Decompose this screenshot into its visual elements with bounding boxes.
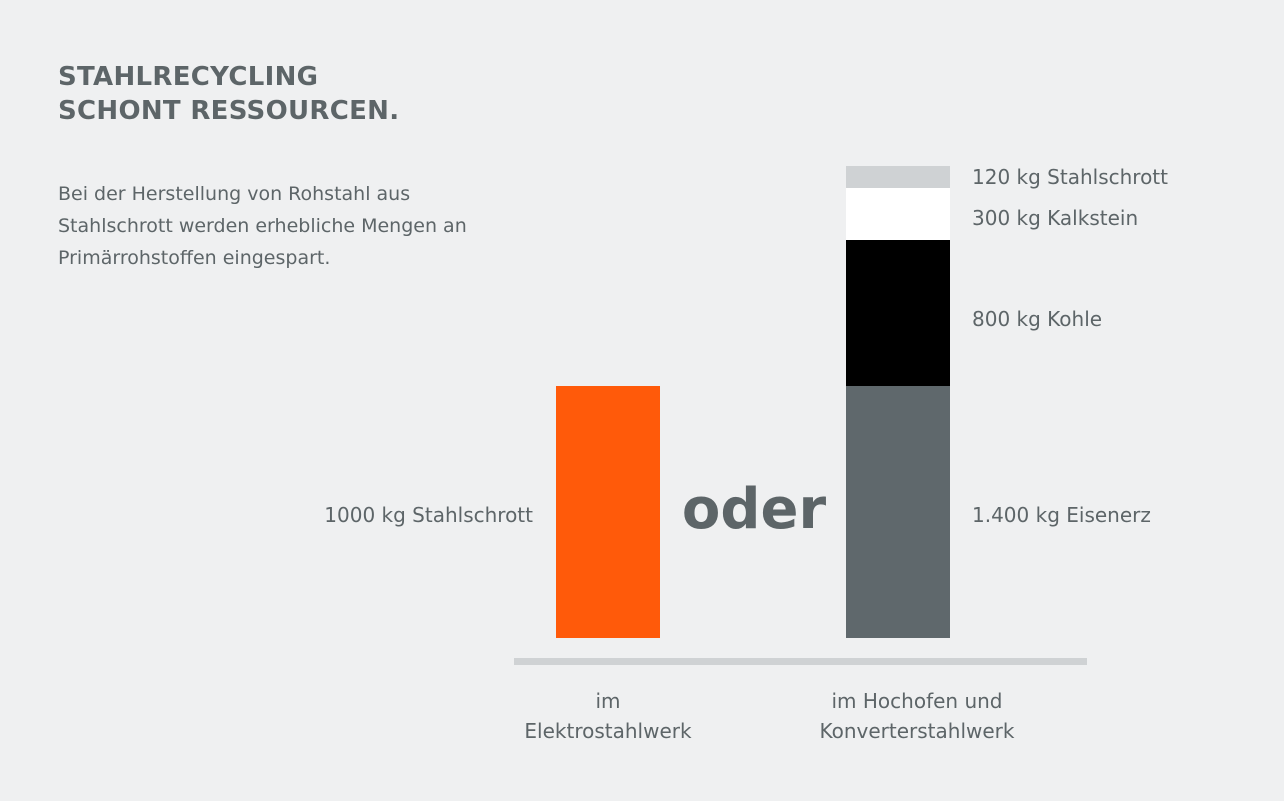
- category-label-elektrostahlwerk: im Elektrostahlwerk: [448, 686, 768, 746]
- chart-title: STAHLRECYCLING SCHONT RESSOURCEN.: [58, 60, 399, 128]
- category-label-line: Konverterstahlwerk: [819, 719, 1015, 743]
- intro-line: Primärrohstoffen eingespart.: [58, 247, 331, 269]
- segment-label-kohle: 800 kg Kohle: [972, 307, 1102, 331]
- segment-label-stahlschrott: 1000 kg Stahlschrott: [324, 503, 533, 527]
- oder-connector: oder: [682, 477, 827, 542]
- bar-segment-stahlschrott: [556, 386, 660, 638]
- category-label-line: Elektrostahlwerk: [524, 719, 692, 743]
- category-label-hochofen: im Hochofen und Konverterstahlwerk: [757, 686, 1077, 746]
- intro-line: Bei der Herstellung von Rohstahl aus: [58, 183, 411, 205]
- bar-segment-kalkstein: [846, 188, 950, 240]
- segment-label-kalkstein: 300 kg Kalkstein: [972, 206, 1138, 230]
- intro-line: Stahlschrott werden erhebliche Mengen an: [58, 215, 467, 237]
- segment-label-eisenerz: 1.400 kg Eisenerz: [972, 503, 1151, 527]
- segment-label-stahlschrott: 120 kg Stahlschrott: [972, 165, 1168, 189]
- title-line-1: STAHLRECYCLING: [58, 62, 319, 92]
- x-axis-baseline: [514, 658, 1087, 665]
- category-label-line: im Hochofen und: [831, 689, 1003, 713]
- bar-segment-eisenerz: [846, 386, 950, 638]
- category-label-line: im: [595, 689, 621, 713]
- bar-segment-stahlschrott: [846, 166, 950, 188]
- bar-segment-kohle: [846, 240, 950, 386]
- title-line-2: SCHONT RESSOURCEN.: [58, 96, 400, 126]
- intro-text: Bei der Herstellung von Rohstahl aus Sta…: [58, 178, 538, 274]
